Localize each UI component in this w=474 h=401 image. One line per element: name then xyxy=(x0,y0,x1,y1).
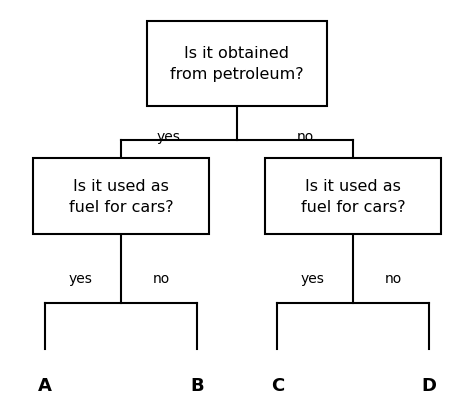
Text: B: B xyxy=(190,376,203,394)
Text: A: A xyxy=(38,376,52,394)
Text: no: no xyxy=(153,272,170,286)
FancyBboxPatch shape xyxy=(147,22,327,106)
Text: Is it obtained
from petroleum?: Is it obtained from petroleum? xyxy=(170,46,304,82)
Text: D: D xyxy=(421,376,437,394)
Text: no: no xyxy=(297,130,314,143)
Text: C: C xyxy=(271,376,284,394)
Text: Is it used as
fuel for cars?: Is it used as fuel for cars? xyxy=(301,178,405,215)
FancyBboxPatch shape xyxy=(33,158,209,235)
Text: yes: yes xyxy=(301,272,325,286)
Text: yes: yes xyxy=(69,272,92,286)
Text: yes: yes xyxy=(156,130,180,143)
Text: Is it used as
fuel for cars?: Is it used as fuel for cars? xyxy=(69,178,173,215)
FancyBboxPatch shape xyxy=(265,158,441,235)
Text: no: no xyxy=(385,272,402,286)
